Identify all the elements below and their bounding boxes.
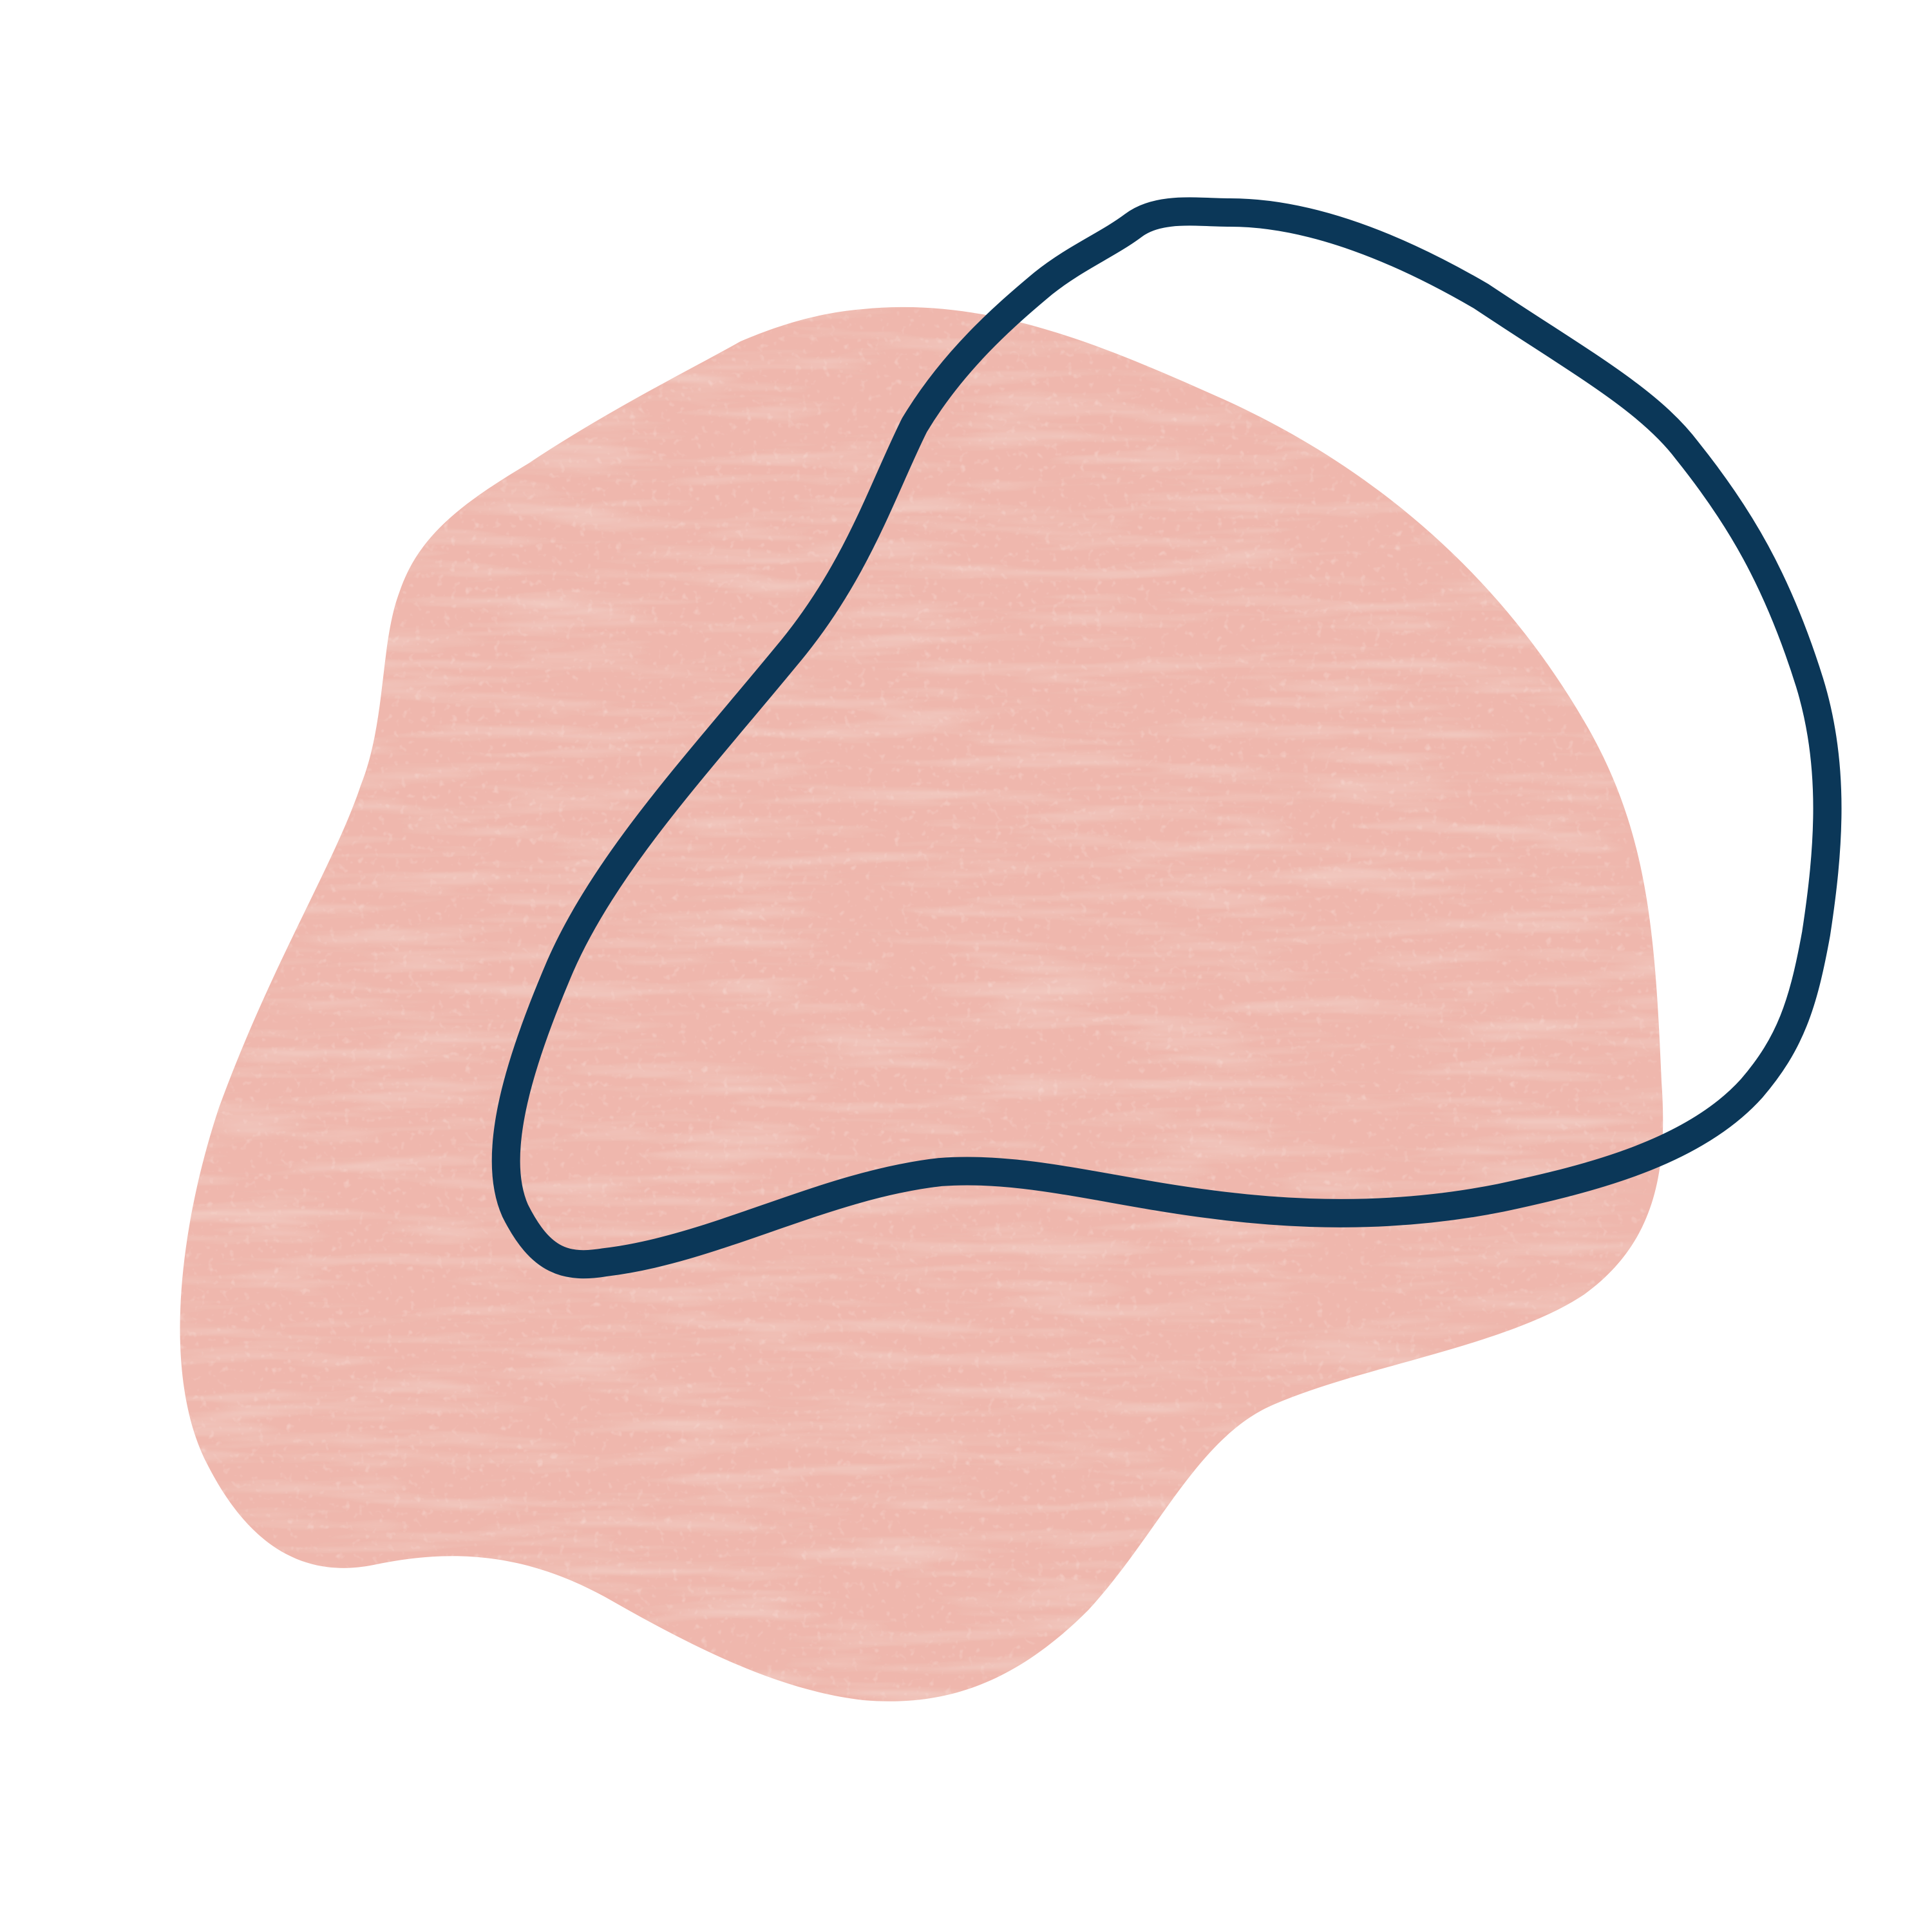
pink-blob-speckle — [180, 307, 1663, 1701]
navy-outline-loop — [491, 197, 1842, 1279]
pink-blob — [180, 307, 1663, 1701]
